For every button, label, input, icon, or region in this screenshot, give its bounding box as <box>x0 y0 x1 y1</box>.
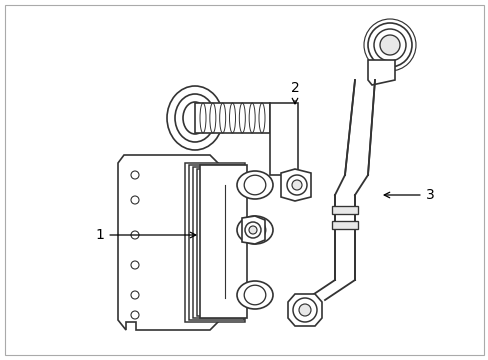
Circle shape <box>292 298 316 322</box>
Polygon shape <box>200 165 246 318</box>
Circle shape <box>244 222 261 238</box>
Polygon shape <box>367 60 394 85</box>
Text: 2: 2 <box>290 81 299 104</box>
Ellipse shape <box>237 216 272 244</box>
Circle shape <box>367 23 411 67</box>
Circle shape <box>286 175 306 195</box>
Circle shape <box>373 29 405 61</box>
Ellipse shape <box>183 102 206 134</box>
Ellipse shape <box>237 171 272 199</box>
Ellipse shape <box>244 285 265 305</box>
Text: 3: 3 <box>384 188 433 202</box>
Polygon shape <box>331 206 357 214</box>
Polygon shape <box>242 216 264 244</box>
Polygon shape <box>331 221 357 229</box>
Ellipse shape <box>237 281 272 309</box>
Ellipse shape <box>244 220 265 240</box>
Circle shape <box>131 171 139 179</box>
Text: 1: 1 <box>95 228 195 242</box>
Polygon shape <box>193 167 242 318</box>
Circle shape <box>379 35 399 55</box>
Circle shape <box>298 304 310 316</box>
Circle shape <box>291 180 302 190</box>
Circle shape <box>131 196 139 204</box>
Polygon shape <box>189 165 244 320</box>
Polygon shape <box>287 294 321 326</box>
Circle shape <box>131 261 139 269</box>
Polygon shape <box>184 163 244 322</box>
Circle shape <box>131 231 139 239</box>
Polygon shape <box>281 169 310 201</box>
Circle shape <box>248 226 257 234</box>
Ellipse shape <box>175 94 215 142</box>
Circle shape <box>131 291 139 299</box>
Ellipse shape <box>167 86 223 150</box>
Polygon shape <box>118 155 220 330</box>
Polygon shape <box>197 169 241 316</box>
Polygon shape <box>195 103 269 133</box>
Polygon shape <box>269 103 297 175</box>
Circle shape <box>131 311 139 319</box>
Ellipse shape <box>244 175 265 195</box>
